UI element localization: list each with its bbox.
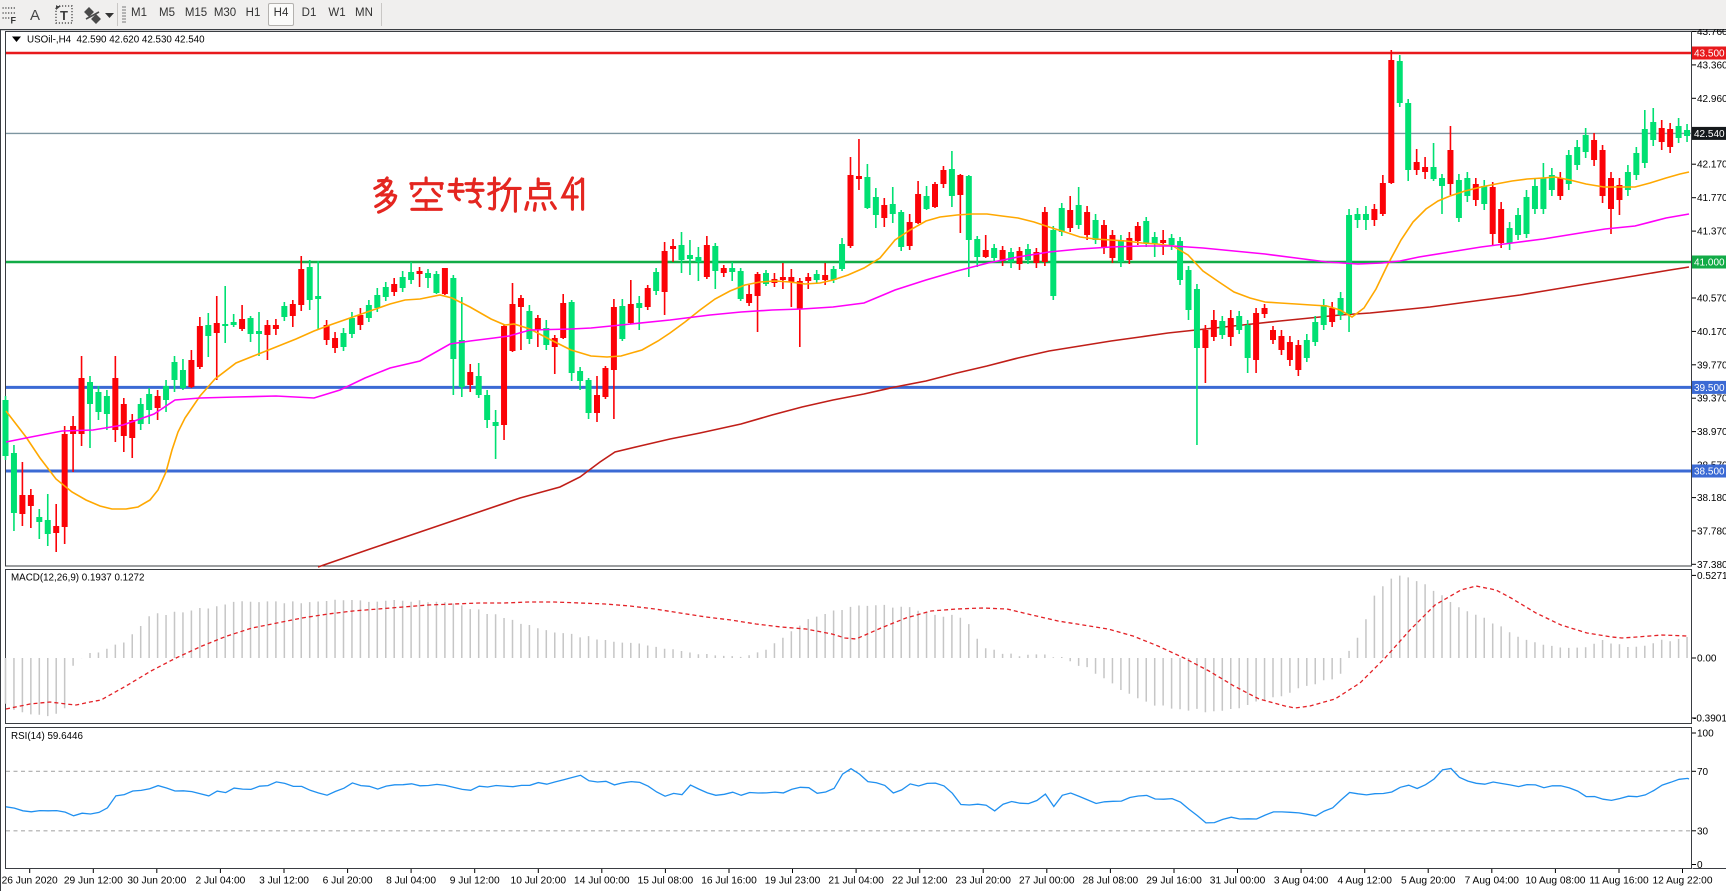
svg-text:14 Jul 00:00: 14 Jul 00:00 <box>574 876 630 887</box>
svg-text:T: T <box>60 8 68 23</box>
svg-text:RSI(14) 59.6446: RSI(14) 59.6446 <box>11 731 83 742</box>
svg-text:42.540: 42.540 <box>1694 129 1725 140</box>
svg-text:USOil-,H4 42.590 42.620 42.53: USOil-,H4 42.590 42.620 42.530 42.540 <box>27 35 205 46</box>
svg-text:30: 30 <box>1697 826 1709 837</box>
svg-text:11 Aug 16:00: 11 Aug 16:00 <box>1589 876 1649 887</box>
svg-text:40.570: 40.570 <box>1697 294 1726 305</box>
svg-text:7 Aug 04:00: 7 Aug 04:00 <box>1465 876 1520 887</box>
svg-text:12 Aug 22:00: 12 Aug 22:00 <box>1652 876 1712 887</box>
svg-text:41.370: 41.370 <box>1697 227 1726 238</box>
svg-text:43.500: 43.500 <box>1694 49 1725 60</box>
svg-text:0: 0 <box>1697 860 1703 871</box>
svg-text:100: 100 <box>1697 729 1714 740</box>
svg-text:38.500: 38.500 <box>1694 467 1725 478</box>
svg-text:0.00: 0.00 <box>1697 654 1717 665</box>
svg-text:70: 70 <box>1697 767 1709 778</box>
svg-text:26 Jun 2020: 26 Jun 2020 <box>2 876 58 887</box>
svg-text:41.770: 41.770 <box>1697 193 1726 204</box>
svg-text:3 Aug 04:00: 3 Aug 04:00 <box>1274 876 1329 887</box>
svg-text:16 Jul 16:00: 16 Jul 16:00 <box>701 876 757 887</box>
svg-text:A: A <box>30 7 40 24</box>
svg-text:23 Jul 20:00: 23 Jul 20:00 <box>955 876 1011 887</box>
svg-text:38.180: 38.180 <box>1697 493 1726 504</box>
svg-text:39.770: 39.770 <box>1697 360 1726 371</box>
svg-text:39.370: 39.370 <box>1697 394 1726 405</box>
svg-text:MACD(12,26,9) 0.1937 0.1272: MACD(12,26,9) 0.1937 0.1272 <box>11 573 144 584</box>
svg-text:37.780: 37.780 <box>1697 526 1726 537</box>
svg-text:19 Jul 23:00: 19 Jul 23:00 <box>765 876 821 887</box>
svg-text:0.5271: 0.5271 <box>1697 571 1726 582</box>
svg-text:30 Jun 20:00: 30 Jun 20:00 <box>127 876 186 887</box>
svg-text:6 Jul 20:00: 6 Jul 20:00 <box>323 876 373 887</box>
svg-text:15 Jul 08:00: 15 Jul 08:00 <box>638 876 694 887</box>
svg-text:38.970: 38.970 <box>1697 427 1726 438</box>
svg-text:27 Jul 00:00: 27 Jul 00:00 <box>1019 876 1075 887</box>
svg-text:29 Jun 12:00: 29 Jun 12:00 <box>64 876 123 887</box>
svg-text:2 Jul 04:00: 2 Jul 04:00 <box>195 876 245 887</box>
svg-text:3 Jul 12:00: 3 Jul 12:00 <box>259 876 309 887</box>
svg-text:10 Jul 20:00: 10 Jul 20:00 <box>511 876 567 887</box>
svg-text:39.500: 39.500 <box>1694 383 1725 394</box>
svg-text:31 Jul 00:00: 31 Jul 00:00 <box>1210 876 1266 887</box>
svg-text:5 Aug 20:00: 5 Aug 20:00 <box>1401 876 1456 887</box>
svg-text:43.760: 43.760 <box>1697 27 1726 38</box>
svg-text:43.360: 43.360 <box>1697 60 1726 71</box>
svg-text:40.170: 40.170 <box>1697 327 1726 338</box>
svg-text:28 Jul 08:00: 28 Jul 08:00 <box>1083 876 1139 887</box>
svg-text:4 Aug 12:00: 4 Aug 12:00 <box>1338 876 1393 887</box>
svg-text:22 Jul 12:00: 22 Jul 12:00 <box>892 876 948 887</box>
svg-text:10 Aug 08:00: 10 Aug 08:00 <box>1525 876 1585 887</box>
svg-text:21 Jul 04:00: 21 Jul 04:00 <box>828 876 884 887</box>
svg-text:9 Jul 12:00: 9 Jul 12:00 <box>450 876 500 887</box>
svg-text:42.170: 42.170 <box>1697 160 1726 171</box>
svg-text:8 Jul 04:00: 8 Jul 04:00 <box>386 876 436 887</box>
svg-text:-0.3901: -0.3901 <box>1693 714 1726 725</box>
svg-text:41.000: 41.000 <box>1694 258 1725 269</box>
svg-text:29 Jul 16:00: 29 Jul 16:00 <box>1146 876 1202 887</box>
svg-text:42.960: 42.960 <box>1697 94 1726 105</box>
svg-text:37.380: 37.380 <box>1697 560 1726 571</box>
svg-text:F: F <box>11 16 17 26</box>
